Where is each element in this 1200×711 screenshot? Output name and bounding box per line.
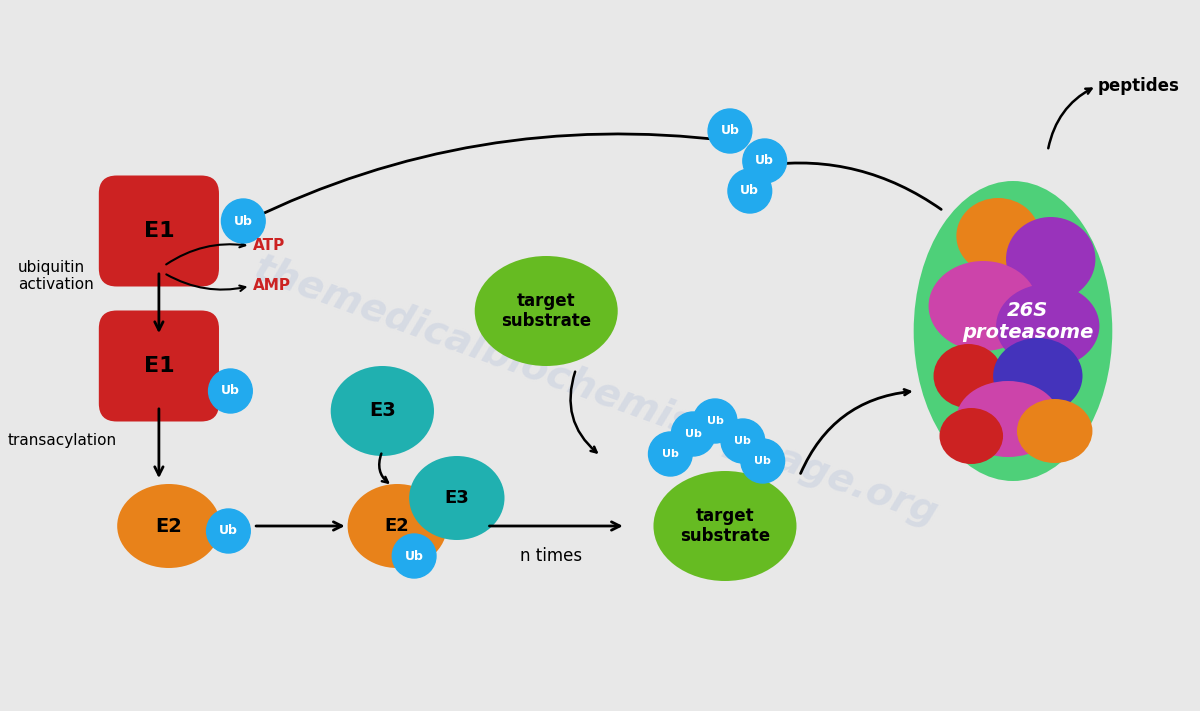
Text: E2: E2 bbox=[385, 517, 409, 535]
Text: 26S
proteasome: 26S proteasome bbox=[962, 301, 1093, 341]
Text: Ub: Ub bbox=[734, 436, 751, 446]
Ellipse shape bbox=[475, 256, 618, 366]
Ellipse shape bbox=[996, 284, 1099, 368]
Ellipse shape bbox=[934, 344, 1003, 408]
Text: ubiquitin
activation: ubiquitin activation bbox=[18, 260, 94, 292]
Circle shape bbox=[694, 399, 737, 443]
Circle shape bbox=[209, 369, 252, 413]
Text: Ub: Ub bbox=[707, 416, 724, 426]
Ellipse shape bbox=[1006, 217, 1096, 301]
Text: transacylation: transacylation bbox=[8, 434, 118, 449]
Circle shape bbox=[222, 199, 265, 243]
Ellipse shape bbox=[348, 484, 446, 568]
Circle shape bbox=[671, 412, 715, 456]
Ellipse shape bbox=[929, 261, 1038, 351]
Ellipse shape bbox=[409, 456, 504, 540]
Ellipse shape bbox=[956, 381, 1060, 457]
Text: E1: E1 bbox=[144, 221, 174, 241]
Ellipse shape bbox=[940, 408, 1003, 464]
Ellipse shape bbox=[913, 181, 1112, 481]
Ellipse shape bbox=[1016, 399, 1092, 463]
Circle shape bbox=[708, 109, 751, 153]
Text: Ub: Ub bbox=[720, 124, 739, 137]
Text: peptides: peptides bbox=[1098, 77, 1180, 95]
Circle shape bbox=[648, 432, 692, 476]
Text: Ub: Ub bbox=[755, 154, 774, 168]
Circle shape bbox=[721, 419, 764, 463]
Text: Ub: Ub bbox=[740, 184, 760, 198]
Circle shape bbox=[206, 509, 251, 553]
Text: Ub: Ub bbox=[662, 449, 679, 459]
FancyBboxPatch shape bbox=[98, 176, 218, 287]
Ellipse shape bbox=[654, 471, 797, 581]
Text: E1: E1 bbox=[144, 356, 174, 376]
Text: Ub: Ub bbox=[685, 429, 702, 439]
Ellipse shape bbox=[956, 198, 1040, 274]
Text: Ub: Ub bbox=[218, 525, 238, 538]
Circle shape bbox=[392, 534, 436, 578]
Ellipse shape bbox=[994, 338, 1082, 414]
Circle shape bbox=[743, 139, 786, 183]
Text: ATP: ATP bbox=[253, 238, 286, 254]
Text: E3: E3 bbox=[368, 402, 396, 420]
FancyBboxPatch shape bbox=[98, 311, 218, 422]
Text: themedicalbiochemistrypage.org: themedicalbiochemistrypage.org bbox=[248, 249, 943, 533]
Text: Ub: Ub bbox=[234, 215, 253, 228]
Text: Ub: Ub bbox=[404, 550, 424, 562]
Text: Ub: Ub bbox=[221, 385, 240, 397]
Text: target
substrate: target substrate bbox=[502, 292, 592, 331]
Text: target
substrate: target substrate bbox=[680, 507, 770, 545]
Circle shape bbox=[728, 169, 772, 213]
Circle shape bbox=[740, 439, 785, 483]
Text: E3: E3 bbox=[444, 489, 469, 507]
Text: n times: n times bbox=[520, 547, 582, 565]
Ellipse shape bbox=[331, 366, 434, 456]
Ellipse shape bbox=[118, 484, 221, 568]
Text: E2: E2 bbox=[155, 516, 182, 535]
Text: AMP: AMP bbox=[253, 279, 292, 294]
Text: Ub: Ub bbox=[755, 456, 772, 466]
